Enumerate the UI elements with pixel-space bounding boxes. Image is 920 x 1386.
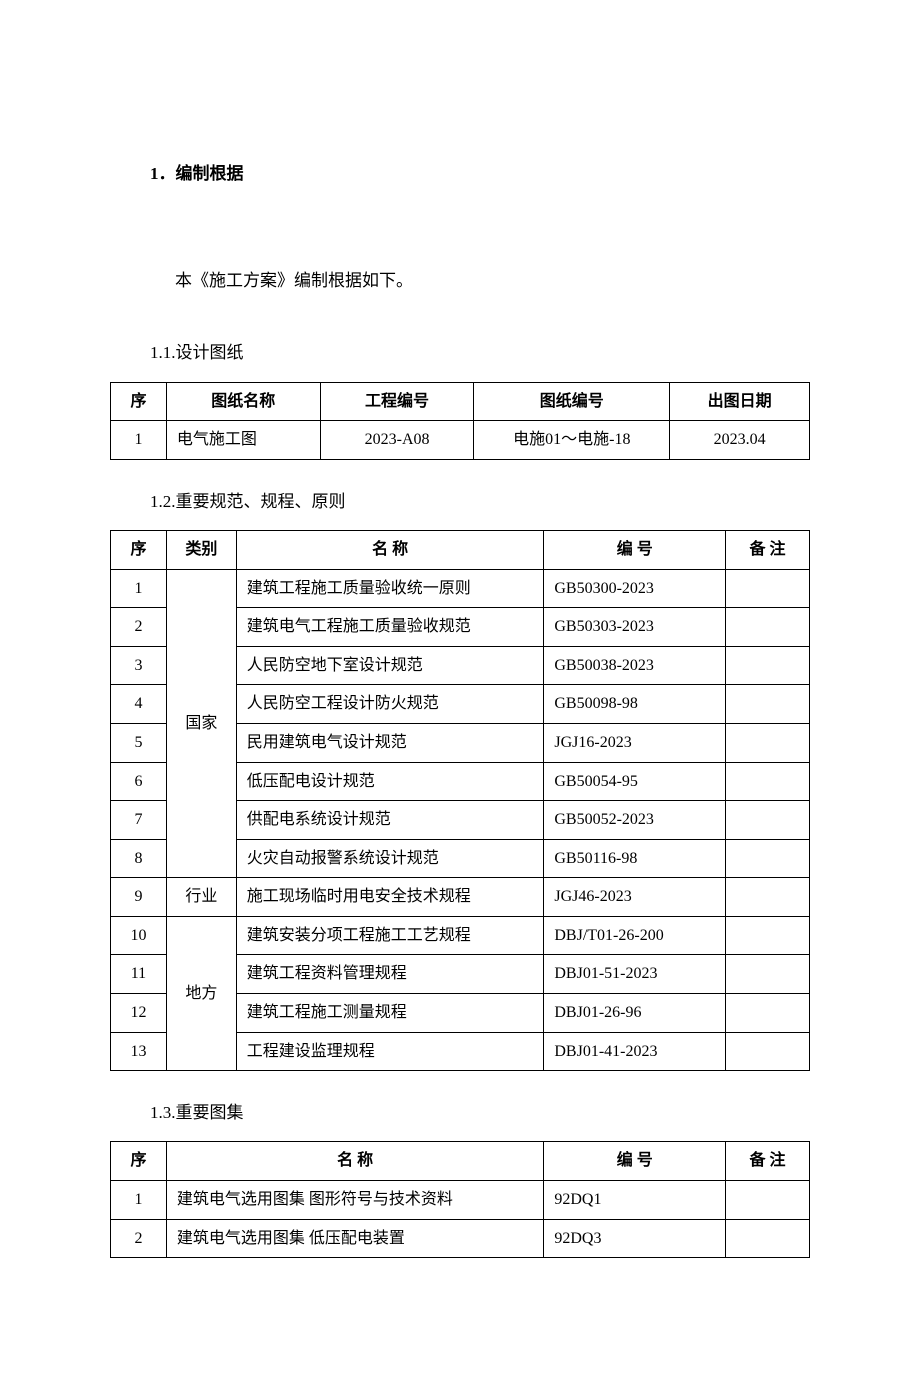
- cell-note: [726, 685, 810, 724]
- cell-seq: 7: [111, 801, 167, 840]
- cell-code: DBJ/T01-26-200: [544, 916, 726, 955]
- table-row: 9行业施工现场临时用电安全技术规程JGJ46-2023: [111, 878, 810, 917]
- cell-name: 建筑工程施工测量规程: [236, 994, 544, 1033]
- cell-code: GB50300-2023: [544, 569, 726, 608]
- cell-name: 建筑工程资料管理规程: [236, 955, 544, 994]
- cell-name: 建筑电气工程施工质量验收规范: [236, 608, 544, 647]
- cell-code: JGJ16-2023: [544, 723, 726, 762]
- cell-note: [726, 916, 810, 955]
- cell-name: 低压配电设计规范: [236, 762, 544, 801]
- cell-name: 人民防空工程设计防火规范: [236, 685, 544, 724]
- cell-name: 建筑工程施工质量验收统一原则: [236, 569, 544, 608]
- th-name: 名 称: [236, 530, 544, 569]
- cell-name: 建筑安装分项工程施工工艺规程: [236, 916, 544, 955]
- cell-code: DBJ01-41-2023: [544, 1032, 726, 1071]
- th-note: 备 注: [726, 530, 810, 569]
- table-standards: 序 类别 名 称 编 号 备 注 1国家建筑工程施工质量验收统一原则GB5030…: [110, 530, 810, 1071]
- cell-note: [726, 1219, 810, 1258]
- cell-seq: 3: [111, 646, 167, 685]
- th-drawing-name: 图纸名称: [166, 382, 320, 421]
- cell-name: 电气施工图: [166, 421, 320, 460]
- th-code: 编 号: [544, 530, 726, 569]
- cell-name: 火灾自动报警系统设计规范: [236, 839, 544, 878]
- intro-text: 本《施工方案》编制根据如下。: [110, 267, 810, 294]
- table-atlas: 序 名 称 编 号 备 注 1 建筑电气选用图集 图形符号与技术资料 92DQ1…: [110, 1141, 810, 1258]
- cell-seq: 8: [111, 839, 167, 878]
- cell-note: [726, 646, 810, 685]
- cell-code: GB50098-98: [544, 685, 726, 724]
- cell-project: 2023-A08: [320, 421, 474, 460]
- cell-note: [726, 762, 810, 801]
- cell-note: [726, 994, 810, 1033]
- cell-name: 人民防空地下室设计规范: [236, 646, 544, 685]
- cell-note: [726, 1032, 810, 1071]
- th-seq: 序: [111, 1142, 167, 1181]
- cell-seq: 6: [111, 762, 167, 801]
- th-note: 备 注: [726, 1142, 810, 1181]
- th-seq: 序: [111, 530, 167, 569]
- cell-note: [726, 878, 810, 917]
- cell-seq: 1: [111, 421, 167, 460]
- table-row: 1 电气施工图 2023-A08 电施01～电施-18 2023.04: [111, 421, 810, 460]
- cell-code: JGJ46-2023: [544, 878, 726, 917]
- cell-category: 行业: [166, 878, 236, 917]
- th-seq: 序: [111, 382, 167, 421]
- cell-name: 建筑电气选用图集 低压配电装置: [166, 1219, 543, 1258]
- cell-seq: 1: [111, 569, 167, 608]
- cell-category: 国家: [166, 569, 236, 878]
- cell-name: 民用建筑电气设计规范: [236, 723, 544, 762]
- cell-seq: 1: [111, 1181, 167, 1220]
- cell-name: 施工现场临时用电安全技术规程: [236, 878, 544, 917]
- th-date: 出图日期: [670, 382, 810, 421]
- cell-note: [726, 801, 810, 840]
- cell-code: GB50116-98: [544, 839, 726, 878]
- table-header-row: 序 名 称 编 号 备 注: [111, 1142, 810, 1181]
- th-drawing-code: 图纸编号: [474, 382, 670, 421]
- table-row: 1 建筑电气选用图集 图形符号与技术资料 92DQ1: [111, 1181, 810, 1220]
- cell-name: 工程建设监理规程: [236, 1032, 544, 1071]
- cell-seq: 2: [111, 1219, 167, 1258]
- cell-category: 地方: [166, 916, 236, 1070]
- th-code: 编 号: [544, 1142, 726, 1181]
- heading-section-1: 1.1.设计图纸: [110, 339, 810, 366]
- table-header-row: 序 图纸名称 工程编号 图纸编号 出图日期: [111, 382, 810, 421]
- cell-code: GB50303-2023: [544, 608, 726, 647]
- table-row: 10地方建筑安装分项工程施工工艺规程DBJ/T01-26-200: [111, 916, 810, 955]
- cell-note: [726, 955, 810, 994]
- th-name: 名 称: [166, 1142, 543, 1181]
- cell-code: GB50052-2023: [544, 801, 726, 840]
- cell-seq: 5: [111, 723, 167, 762]
- cell-name: 供配电系统设计规范: [236, 801, 544, 840]
- cell-seq: 12: [111, 994, 167, 1033]
- table-row: 2 建筑电气选用图集 低压配电装置 92DQ3: [111, 1219, 810, 1258]
- cell-code: 92DQ3: [544, 1219, 726, 1258]
- cell-seq: 10: [111, 916, 167, 955]
- cell-note: [726, 1181, 810, 1220]
- th-project-code: 工程编号: [320, 382, 474, 421]
- cell-note: [726, 569, 810, 608]
- cell-date: 2023.04: [670, 421, 810, 460]
- cell-code: GB50054-95: [544, 762, 726, 801]
- cell-note: [726, 839, 810, 878]
- table-row: 1国家建筑工程施工质量验收统一原则GB50300-2023: [111, 569, 810, 608]
- table-header-row: 序 类别 名 称 编 号 备 注: [111, 530, 810, 569]
- cell-seq: 9: [111, 878, 167, 917]
- cell-note: [726, 723, 810, 762]
- cell-note: [726, 608, 810, 647]
- cell-seq: 2: [111, 608, 167, 647]
- heading-section-3: 1.3.重要图集: [110, 1099, 810, 1126]
- cell-code: 92DQ1: [544, 1181, 726, 1220]
- cell-seq: 4: [111, 685, 167, 724]
- heading-main: 1．编制根据: [110, 160, 810, 187]
- table-drawings: 序 图纸名称 工程编号 图纸编号 出图日期 1 电气施工图 2023-A08 电…: [110, 382, 810, 460]
- cell-name: 建筑电气选用图集 图形符号与技术资料: [166, 1181, 543, 1220]
- cell-seq: 13: [111, 1032, 167, 1071]
- cell-code: GB50038-2023: [544, 646, 726, 685]
- cell-code: 电施01～电施-18: [474, 421, 670, 460]
- cell-seq: 11: [111, 955, 167, 994]
- cell-code: DBJ01-51-2023: [544, 955, 726, 994]
- cell-code: DBJ01-26-96: [544, 994, 726, 1033]
- th-category: 类别: [166, 530, 236, 569]
- heading-section-2: 1.2.重要规范、规程、原则: [110, 488, 810, 515]
